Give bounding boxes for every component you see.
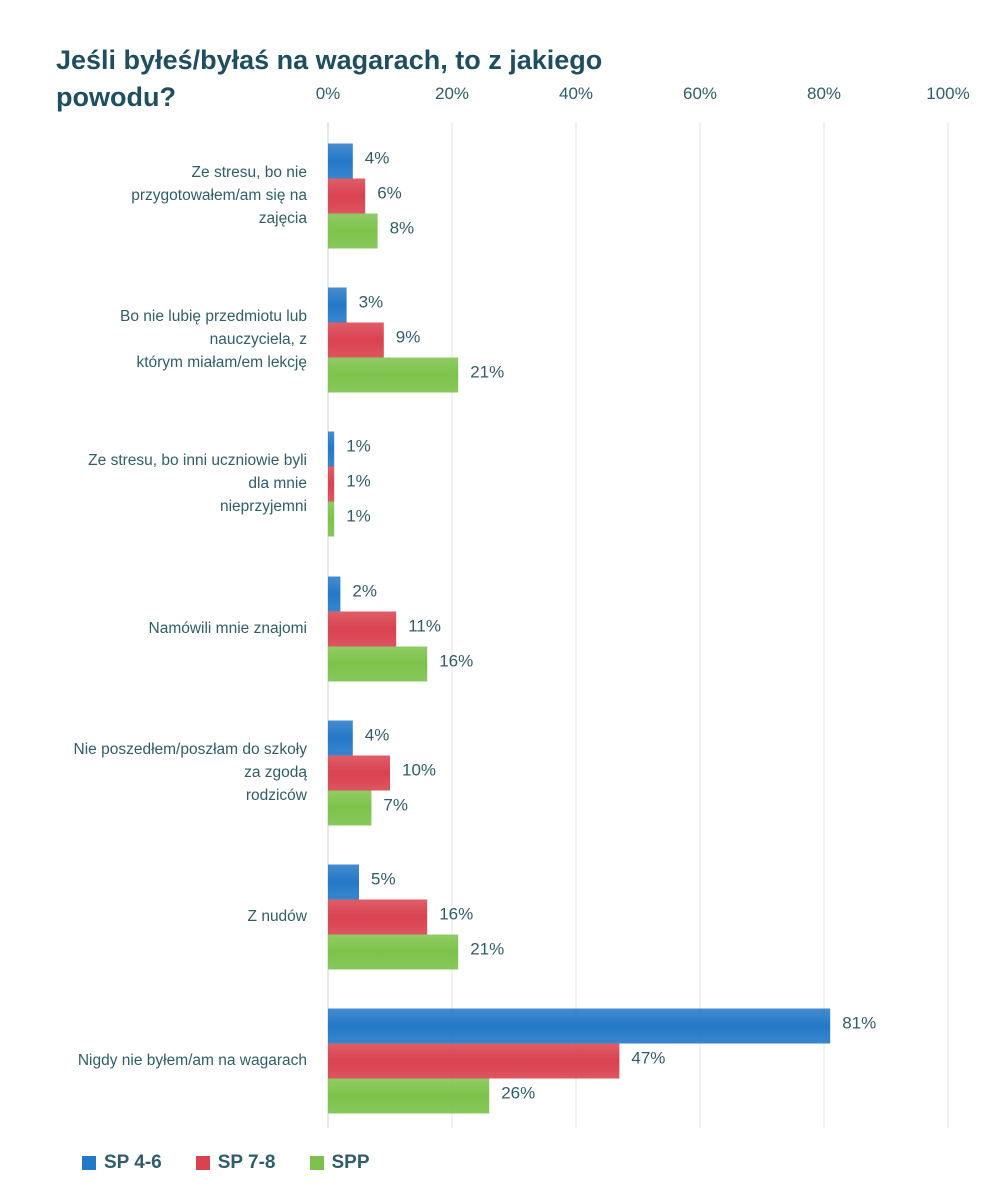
bar	[328, 899, 428, 935]
legend-item-sp-4-6: SP 4-6	[82, 1152, 162, 1174]
bar	[328, 178, 366, 214]
legend-swatch-sp-7-8	[195, 1156, 210, 1170]
category-label: za zgodą	[244, 764, 307, 781]
data-label: 21%	[470, 362, 504, 381]
x-tick-label: 80%	[807, 84, 841, 103]
category-label: Ze stresu, bo nie	[192, 164, 307, 181]
chart-title: Jeśli byłeś/byłaś na wagarach, to z jaki…	[56, 42, 656, 116]
data-label: 11%	[408, 616, 441, 635]
bar	[328, 213, 378, 249]
bar	[328, 287, 347, 323]
bar	[328, 322, 384, 358]
category-label: Namówili mnie znajomi	[149, 620, 308, 637]
data-label: 4%	[365, 148, 390, 167]
data-label: 16%	[439, 904, 473, 923]
category-label: Bo nie lubię przedmiotu lub	[120, 308, 307, 325]
bar	[328, 720, 353, 756]
legend-label-sp-4-6: SP 4-6	[104, 1152, 162, 1173]
bar	[328, 611, 397, 647]
bar	[328, 1078, 490, 1114]
chart-title-line-2: powodu?	[56, 82, 176, 112]
bar	[328, 357, 459, 393]
data-label: 47%	[631, 1048, 665, 1067]
bar	[328, 755, 390, 791]
data-label: 8%	[390, 218, 415, 237]
bar	[328, 143, 353, 179]
bar	[328, 1043, 620, 1079]
chart-title-line-1: Jeśli byłeś/byłaś na wagarach, to z jaki…	[56, 45, 603, 75]
bar	[328, 646, 428, 682]
legend-swatch-spp	[309, 1156, 324, 1170]
category-label: zajęcia	[259, 210, 308, 227]
data-label: 26%	[501, 1083, 535, 1102]
bar	[328, 934, 459, 970]
x-tick-label: 0%	[316, 84, 341, 103]
data-label: 2%	[352, 581, 377, 600]
category-label: przygotowałem/am się na	[131, 187, 307, 204]
data-label: 1%	[346, 471, 371, 490]
data-label: 81%	[842, 1013, 876, 1032]
bar	[328, 1008, 831, 1044]
data-label: 21%	[470, 939, 504, 958]
data-label: 5%	[371, 869, 396, 888]
data-label: 6%	[377, 183, 402, 202]
bar	[328, 576, 341, 612]
bar	[328, 466, 335, 502]
category-label: Z nudów	[248, 908, 308, 925]
x-tick-label: 100%	[926, 84, 969, 103]
data-label: 4%	[365, 725, 390, 744]
bar	[328, 501, 335, 537]
category-label: Nigdy nie byłem/am na wagarach	[78, 1052, 307, 1069]
category-label: nieprzyjemni	[220, 498, 307, 515]
x-tick-label: 60%	[683, 84, 717, 103]
data-label: 16%	[439, 651, 473, 670]
category-label: dla mnie	[248, 475, 307, 492]
category-label: Nie poszedłem/poszłam do szkoły	[74, 741, 308, 758]
legend: SP 4-6 SP 7-8 SPP	[82, 1152, 370, 1174]
data-label: 1%	[346, 436, 371, 455]
legend-swatch-sp-4-6	[82, 1156, 96, 1170]
category-label: rodziców	[246, 787, 308, 804]
legend-label-sp-7-8: SP 7-8	[217, 1152, 276, 1173]
x-tick-label: 40%	[559, 84, 593, 103]
bar	[328, 864, 359, 900]
data-label: 1%	[346, 506, 371, 525]
legend-item-spp: SPP	[309, 1152, 370, 1174]
legend-item-sp-7-8: SP 7-8	[195, 1152, 276, 1174]
bar	[328, 790, 372, 826]
category-label: nauczyciela, z	[210, 331, 307, 348]
bar	[328, 431, 335, 467]
legend-label-spp: SPP	[331, 1152, 370, 1173]
category-label: Ze stresu, bo inni uczniowie byli	[88, 452, 307, 469]
x-tick-label: 20%	[435, 84, 469, 103]
data-label: 3%	[359, 292, 384, 311]
data-label: 9%	[396, 327, 421, 346]
data-label: 7%	[383, 795, 408, 814]
data-label: 10%	[402, 760, 436, 779]
category-label: którym miałam/em lekcję	[136, 354, 307, 371]
